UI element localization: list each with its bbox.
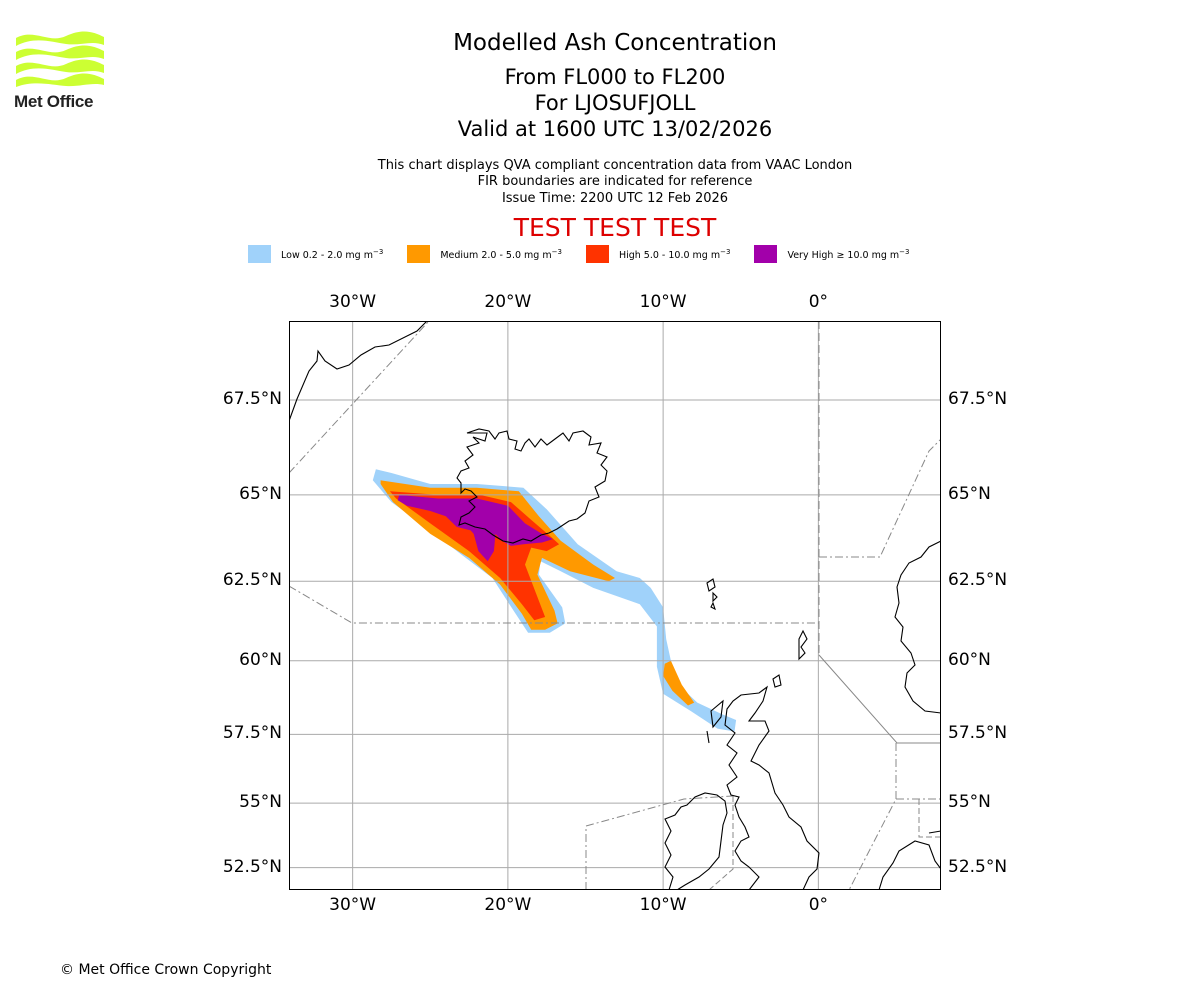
y-tick-label-right: 57.5°N xyxy=(948,723,1008,744)
fir-boundary xyxy=(288,320,430,474)
fir-boundary xyxy=(918,799,941,838)
y-tick-label-right: 65°N xyxy=(948,483,991,504)
fir-boundaries xyxy=(288,320,942,891)
issue-time: Issue Time: 2200 UTC 12 Feb 2026 xyxy=(501,191,729,206)
legend-item-medium: Medium 2.0 - 5.0 mg m−3 xyxy=(407,245,562,263)
y-tick-label-right: 67.5°N xyxy=(948,389,1008,410)
fir-boundary xyxy=(819,438,942,558)
y-tick-label-right: 60°N xyxy=(948,649,991,670)
x-tick-label-bottom: 30°W xyxy=(329,895,377,915)
great-britain-coast xyxy=(724,685,820,891)
y-tick-label-left: 52.5°N xyxy=(222,856,282,877)
volcano-name: For LJOSUFJOLL xyxy=(534,91,696,115)
y-tick-label-right: 52.5°N xyxy=(948,856,1008,877)
y-tick-label-left: 57.5°N xyxy=(222,723,282,744)
chart-title: Modelled Ash Concentration xyxy=(453,30,777,56)
orkney xyxy=(772,674,782,688)
outer-hebrides xyxy=(706,699,724,744)
fir-boundary xyxy=(288,585,819,624)
valid-time: Valid at 1600 UTC 13/02/2026 xyxy=(457,117,773,141)
ireland-coast xyxy=(664,792,728,891)
shetland xyxy=(798,629,808,661)
x-tick-label-top: 20°W xyxy=(484,292,532,312)
ash-concentration-layer xyxy=(372,469,737,732)
y-tick-label-left: 67.5°N xyxy=(222,389,282,410)
norway-coast xyxy=(894,540,942,714)
legend-item-low: Low 0.2 - 2.0 mg m−3 xyxy=(248,245,383,263)
legend-item-very-high: Very High ≥ 10.0 mg m−3 xyxy=(754,245,909,263)
fir-note: FIR boundaries are indicated for referen… xyxy=(477,174,753,189)
x-tick-label-top: 30°W xyxy=(329,292,377,312)
ash-area-very-high xyxy=(397,494,553,562)
map-canvas[interactable] xyxy=(288,320,942,891)
y-tick-label-left: 60°N xyxy=(239,649,282,670)
legend-label-high: High 5.0 - 10.0 mg m−3 xyxy=(618,247,731,261)
legend-item-high: High 5.0 - 10.0 mg m−3 xyxy=(585,245,731,263)
y-tick-label-left: 55°N xyxy=(239,792,282,813)
fir-boundary xyxy=(585,795,734,890)
test-banner: TEST TEST TEST xyxy=(513,213,717,242)
y-tick-label-left: 65°N xyxy=(239,483,282,504)
x-tick-label-top: 0° xyxy=(808,292,829,312)
x-tick-label-bottom: 20°W xyxy=(484,895,532,915)
flight-levels: From FL000 to FL200 xyxy=(504,65,726,89)
ash-area-medium xyxy=(663,660,695,706)
legend-label-low: Low 0.2 - 2.0 mg m−3 xyxy=(281,247,384,261)
legend-swatch-very-high xyxy=(754,245,778,263)
fir-boundary xyxy=(708,796,734,891)
copyright: © Met Office Crown Copyright xyxy=(60,962,272,978)
denmark-coast xyxy=(928,830,942,834)
coastlines xyxy=(288,320,942,891)
y-tick-label-right: 55°N xyxy=(948,792,991,813)
met-office-logo: Met Office xyxy=(14,30,106,112)
map-frame xyxy=(289,321,941,890)
legend-label-very-high: Very High ≥ 10.0 mg m−3 xyxy=(787,247,910,261)
x-tick-label-bottom: 10°W xyxy=(639,895,687,915)
legend-swatch-medium xyxy=(407,245,431,263)
legend-swatch-high xyxy=(585,245,609,263)
y-tick-label-right: 62.5°N xyxy=(948,570,1008,591)
x-tick-label-top: 10°W xyxy=(639,292,687,312)
legend-swatch-low xyxy=(248,245,271,263)
description: This chart displays QVA compliant concen… xyxy=(377,158,853,173)
fir-boundary xyxy=(818,654,941,744)
x-tick-label-bottom: 0° xyxy=(808,895,829,915)
legend: Low 0.2 - 2.0 mg m−3 Medium 2.0 - 5.0 mg… xyxy=(248,244,933,264)
y-tick-label-left: 62.5°N xyxy=(222,570,282,591)
greenland-coast xyxy=(288,320,428,422)
legend-label-medium: Medium 2.0 - 5.0 mg m−3 xyxy=(440,247,562,261)
map-panel[interactable] xyxy=(288,320,942,891)
graticule xyxy=(289,321,941,890)
faroe-islands xyxy=(706,578,718,611)
logo-text: Met Office xyxy=(14,92,94,111)
met-office-waves-icon xyxy=(16,31,104,87)
netherlands-coast xyxy=(878,840,942,891)
iceland-coast xyxy=(456,428,608,544)
